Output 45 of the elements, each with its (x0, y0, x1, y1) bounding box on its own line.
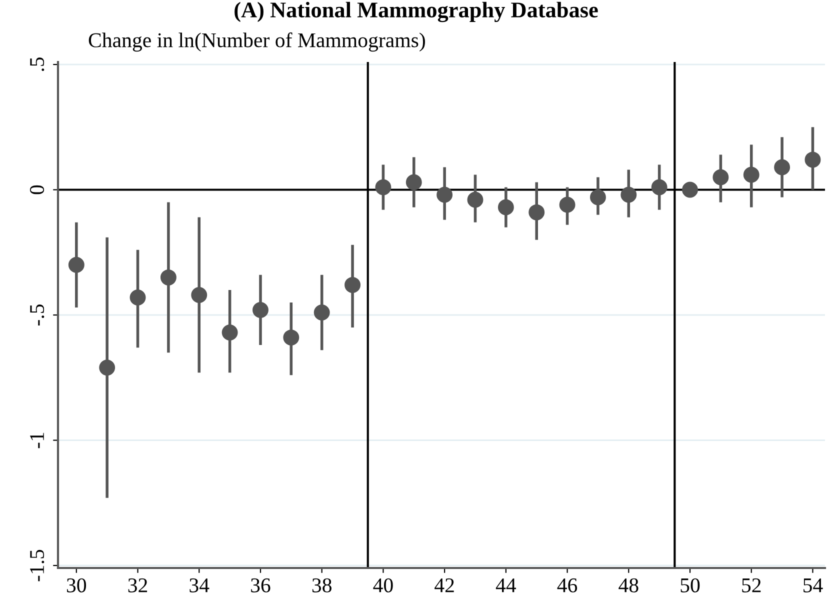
y-tick-label: -1.5 (30, 550, 44, 582)
point (314, 304, 330, 320)
x-tick-label: 36 (251, 578, 270, 592)
point (528, 204, 545, 220)
point (160, 269, 176, 286)
point (682, 182, 698, 198)
chart-title: (A) National Mammography Database (234, 2, 598, 22)
x-tick-label: 44 (496, 578, 516, 592)
x-tick-label: 52 (742, 578, 761, 592)
x-tick-label: 54 (804, 578, 823, 592)
point (743, 166, 760, 183)
y-tick-label: .5 (30, 58, 44, 71)
x-tick-label: 40 (373, 578, 393, 592)
point (130, 289, 146, 306)
x-tick-label: 34 (190, 578, 210, 592)
point (804, 152, 821, 168)
point (467, 192, 484, 208)
x-tick-label: 46 (557, 578, 578, 592)
y-axis-title: Change in ln(Number of Mammograms) (88, 32, 425, 52)
point (590, 189, 606, 206)
point (99, 360, 116, 376)
point (252, 302, 268, 318)
point (498, 199, 514, 216)
point (222, 324, 238, 341)
y-tick-label: 0 (30, 185, 44, 194)
x-tick-label: 38 (312, 578, 332, 592)
x-tick-label: 32 (128, 578, 148, 592)
x-tick-label: 42 (434, 578, 454, 592)
point (712, 169, 729, 186)
point (406, 174, 422, 190)
y-tick-label: -1 (30, 432, 44, 448)
x-tick-label: 50 (680, 578, 700, 592)
point (774, 159, 790, 176)
point (559, 196, 576, 213)
y-tick-label: -.5 (30, 304, 44, 326)
point (191, 286, 208, 303)
point (620, 186, 637, 203)
point (68, 256, 84, 273)
point (375, 179, 392, 196)
point (344, 276, 361, 293)
point (436, 186, 453, 203)
x-tick-label: 48 (618, 578, 638, 592)
point (651, 179, 668, 196)
point (283, 330, 300, 346)
x-tick-label: 30 (66, 578, 86, 592)
